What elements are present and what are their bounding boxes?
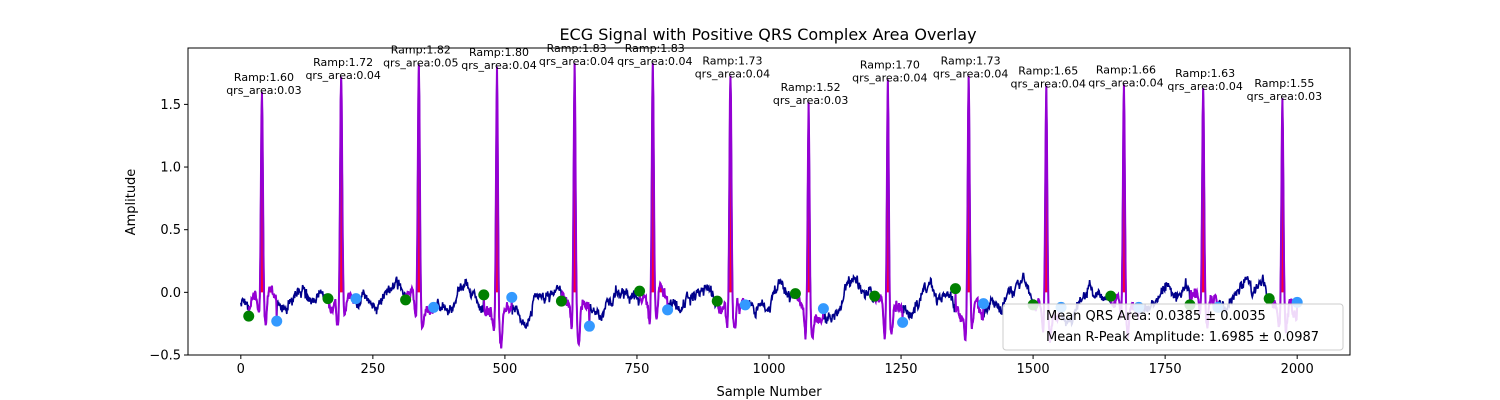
y-tick-label: 1.5 bbox=[160, 98, 181, 113]
peak-qrs-area-label: qrs_area:0.04 bbox=[461, 59, 536, 72]
s-point-marker bbox=[506, 291, 518, 303]
q-point-marker bbox=[949, 283, 961, 295]
peak-ramp-label: Ramp:1.73 bbox=[941, 55, 1001, 68]
peak-ramp-label: Ramp:1.52 bbox=[781, 81, 841, 94]
s-point-marker bbox=[271, 315, 283, 327]
q-point-marker bbox=[1263, 293, 1275, 305]
s-point-marker bbox=[350, 293, 362, 305]
peak-qrs-area-label: qrs_area:0.04 bbox=[1088, 76, 1163, 89]
peak-ramp-label: Ramp:1.66 bbox=[1096, 63, 1156, 76]
s-point-marker bbox=[897, 316, 909, 328]
peak-qrs-area-label: qrs_area:0.04 bbox=[933, 68, 1008, 81]
x-tick-label: 750 bbox=[625, 362, 650, 377]
peak-qrs-area-label: qrs_area:0.03 bbox=[1247, 90, 1322, 103]
x-axis: 0 250 500 750 1000 1250 1500 1750 2000 bbox=[237, 355, 1314, 377]
q-point-marker bbox=[789, 288, 801, 300]
s-point-marker bbox=[817, 303, 829, 315]
q-point-marker bbox=[555, 295, 567, 307]
y-axis: −0.5 0.0 0.5 1.0 1.5 bbox=[149, 98, 188, 364]
peak-qrs-area-label: qrs_area:0.03 bbox=[773, 94, 848, 107]
peak-qrs-area-label: qrs_area:0.05 bbox=[383, 56, 458, 69]
qrs-segment-line bbox=[482, 66, 513, 349]
qrs-segment-line bbox=[954, 75, 985, 342]
q-point-marker bbox=[711, 295, 723, 307]
x-tick-label: 1000 bbox=[752, 362, 785, 377]
plot-area bbox=[240, 63, 1303, 349]
peak-ramp-label: Ramp:1.83 bbox=[625, 42, 685, 55]
peak-ramp-label: Ramp:1.65 bbox=[1018, 65, 1078, 78]
y-tick-label: −0.5 bbox=[149, 349, 181, 364]
s-point-marker bbox=[739, 299, 751, 311]
q-point-marker bbox=[400, 294, 412, 306]
s-point-marker bbox=[583, 320, 595, 332]
x-tick-label: 250 bbox=[360, 362, 385, 377]
qrs-segment-line bbox=[560, 63, 591, 348]
legend-entry-qrs-area: Mean QRS Area: 0.0385 ± 0.0035 bbox=[1046, 309, 1266, 324]
q-point-marker bbox=[634, 285, 646, 297]
qrs-segment-line bbox=[794, 101, 825, 341]
q-point-marker bbox=[869, 290, 881, 302]
peak-qrs-area-label: qrs_area:0.04 bbox=[305, 69, 380, 82]
peak-ramp-label: Ramp:1.55 bbox=[1254, 77, 1314, 90]
peak-qrs-area-label: qrs_area:0.04 bbox=[852, 71, 927, 84]
peak-qrs-area-label: qrs_area:0.04 bbox=[1011, 78, 1086, 91]
y-tick-label: 1.0 bbox=[160, 161, 181, 176]
peak-qrs-area-label: qrs_area:0.04 bbox=[695, 68, 770, 81]
peak-ramp-label: Ramp:1.73 bbox=[702, 55, 762, 68]
chart-title: ECG Signal with Positive QRS Complex Are… bbox=[559, 25, 976, 44]
plot-layers bbox=[240, 63, 1303, 349]
peak-annotations: Ramp:1.60qrs_area:0.03Ramp:1.72qrs_area:… bbox=[226, 42, 1322, 107]
peak-qrs-area-label: qrs_area:0.04 bbox=[617, 55, 692, 68]
peak-qrs-area-label: qrs_area:0.04 bbox=[1167, 80, 1242, 93]
peak-qrs-area-label: qrs_area:0.03 bbox=[226, 84, 301, 97]
peak-ramp-label: Ramp:1.72 bbox=[313, 56, 373, 69]
qrs-segment-line bbox=[638, 63, 669, 325]
q-point-marker bbox=[478, 289, 490, 301]
qrs-segment-line bbox=[327, 76, 357, 326]
peak-ramp-label: Ramp:1.83 bbox=[547, 42, 607, 55]
qrs-segment-line bbox=[247, 91, 278, 326]
peak-ramp-label: Ramp:1.80 bbox=[469, 46, 529, 59]
q-point-marker bbox=[1105, 290, 1117, 302]
qrs-segment-line bbox=[404, 64, 435, 331]
x-tick-label: 1250 bbox=[884, 362, 917, 377]
legend: Mean QRS Area: 0.0385 ± 0.0035 Mean R-Pe… bbox=[1002, 303, 1344, 351]
y-axis-label: Amplitude bbox=[124, 169, 139, 236]
y-tick-label: 0.0 bbox=[160, 286, 181, 301]
q-point-marker bbox=[322, 293, 334, 305]
x-tick-label: 2000 bbox=[1281, 362, 1314, 377]
s-point-marker bbox=[428, 301, 440, 313]
qrs-segment-line bbox=[873, 79, 904, 340]
peak-ramp-label: Ramp:1.60 bbox=[234, 71, 294, 84]
x-tick-label: 1750 bbox=[1149, 362, 1182, 377]
y-tick-label: 0.5 bbox=[160, 223, 181, 238]
peak-ramp-label: Ramp:1.82 bbox=[391, 43, 451, 56]
x-tick-label: 500 bbox=[492, 362, 517, 377]
legend-entry-r-peak: Mean R-Peak Amplitude: 1.6985 ± 0.0987 bbox=[1046, 330, 1319, 345]
x-tick-label: 1500 bbox=[1017, 362, 1050, 377]
q-point-marker bbox=[243, 310, 255, 322]
peak-qrs-area-label: qrs_area:0.04 bbox=[539, 55, 614, 68]
legend-box bbox=[1002, 303, 1344, 351]
x-tick-label: 0 bbox=[237, 362, 245, 377]
peak-ramp-label: Ramp:1.63 bbox=[1175, 67, 1235, 80]
x-axis-label: Sample Number bbox=[716, 385, 822, 400]
s-point-marker bbox=[977, 298, 989, 310]
peak-ramp-label: Ramp:1.70 bbox=[860, 58, 920, 71]
s-point-marker bbox=[662, 304, 674, 316]
